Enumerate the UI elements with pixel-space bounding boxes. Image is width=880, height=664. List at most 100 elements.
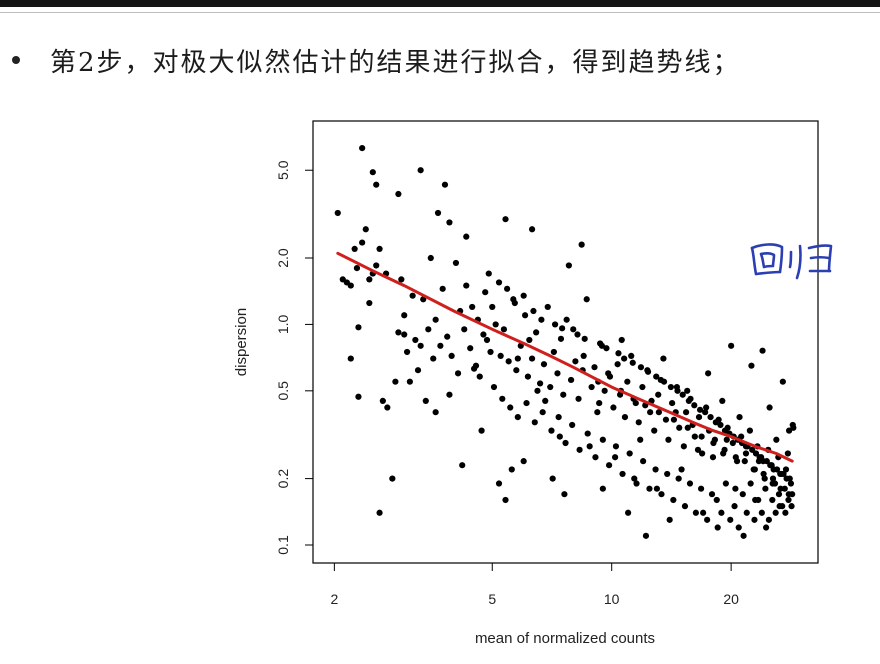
- data-point: [539, 409, 546, 416]
- data-point: [555, 414, 562, 421]
- plot-frame: [312, 120, 819, 564]
- data-point: [684, 387, 691, 394]
- data-point: [674, 387, 681, 394]
- data-point: [576, 446, 583, 453]
- data-point: [743, 509, 750, 516]
- data-point: [710, 439, 717, 447]
- data-point: [631, 475, 638, 482]
- data-point: [559, 325, 566, 332]
- data-point: [581, 335, 588, 342]
- data-point: [520, 458, 527, 465]
- data-point: [665, 436, 672, 443]
- data-point: [351, 245, 358, 252]
- data-point: [542, 397, 549, 405]
- data-point: [560, 391, 567, 398]
- data-point: [679, 391, 686, 398]
- data-point: [599, 485, 606, 492]
- data-point: [731, 503, 738, 510]
- data-point: [702, 409, 709, 416]
- data-point: [704, 516, 711, 523]
- data-point: [739, 491, 746, 498]
- data-point: [691, 402, 698, 409]
- data-point: [626, 450, 633, 457]
- data-point: [572, 358, 579, 365]
- data-point: [684, 424, 691, 431]
- data-point: [681, 503, 689, 510]
- data-point: [647, 409, 654, 416]
- data-point: [714, 524, 721, 531]
- data-point: [780, 470, 787, 478]
- data-point: [705, 370, 712, 377]
- y-tick-label: 5.0: [275, 160, 291, 180]
- data-point: [439, 285, 446, 292]
- data-point: [395, 329, 402, 336]
- data-point: [395, 190, 402, 198]
- data-point: [787, 480, 795, 487]
- data-point: [505, 358, 512, 365]
- data-point: [713, 496, 720, 504]
- data-point: [469, 303, 476, 311]
- data-point: [538, 316, 545, 323]
- data-point: [414, 367, 422, 374]
- data-point: [670, 496, 677, 504]
- data-point: [463, 282, 470, 289]
- data-point: [763, 458, 770, 465]
- data-point: [366, 299, 373, 307]
- data-point: [504, 285, 511, 292]
- data-point: [584, 430, 591, 437]
- data-point: [401, 312, 408, 319]
- data-point: [384, 404, 391, 411]
- data-point: [746, 427, 753, 434]
- data-point: [417, 167, 424, 174]
- data-point: [777, 485, 784, 492]
- data-point: [658, 491, 665, 498]
- data-point: [603, 345, 610, 352]
- data-point: [736, 414, 743, 421]
- data-point: [500, 326, 508, 333]
- data-point: [741, 458, 748, 465]
- data-point: [495, 480, 503, 487]
- data-point: [784, 450, 791, 457]
- data-point: [334, 209, 341, 217]
- data-point: [695, 414, 703, 421]
- data-point: [722, 480, 729, 487]
- data-point: [624, 378, 631, 385]
- data-point: [628, 352, 635, 359]
- data-point: [763, 524, 770, 531]
- data-point: [398, 276, 405, 283]
- data-point: [495, 279, 503, 286]
- data-point: [618, 336, 625, 344]
- y-tick-label: 1.0: [275, 314, 291, 334]
- data-point: [655, 391, 662, 398]
- data-point: [490, 383, 498, 391]
- data-point: [452, 259, 460, 267]
- data-point: [389, 475, 396, 482]
- data-point: [692, 509, 699, 516]
- data-point: [487, 348, 494, 356]
- data-point: [742, 450, 750, 457]
- data-point: [409, 292, 416, 299]
- data-point: [497, 352, 504, 359]
- data-point: [765, 516, 772, 523]
- data-point: [528, 355, 536, 362]
- data-point: [786, 475, 793, 482]
- data-point: [586, 443, 593, 450]
- data-point: [640, 458, 647, 465]
- data-point: [788, 503, 795, 510]
- data-point: [550, 348, 557, 356]
- data-point: [759, 347, 766, 354]
- data-point: [597, 340, 604, 347]
- data-point: [427, 254, 434, 262]
- data-point: [432, 409, 439, 416]
- data-point: [700, 509, 707, 516]
- data-point: [459, 462, 466, 469]
- data-point: [472, 362, 480, 369]
- data-point: [619, 470, 626, 478]
- data-point: [601, 387, 608, 394]
- data-point: [633, 480, 640, 487]
- data-point: [773, 466, 781, 473]
- x-tick-label: 2: [330, 591, 338, 607]
- trend-line: [336, 251, 794, 463]
- data-point: [430, 355, 437, 362]
- data-point: [653, 373, 660, 380]
